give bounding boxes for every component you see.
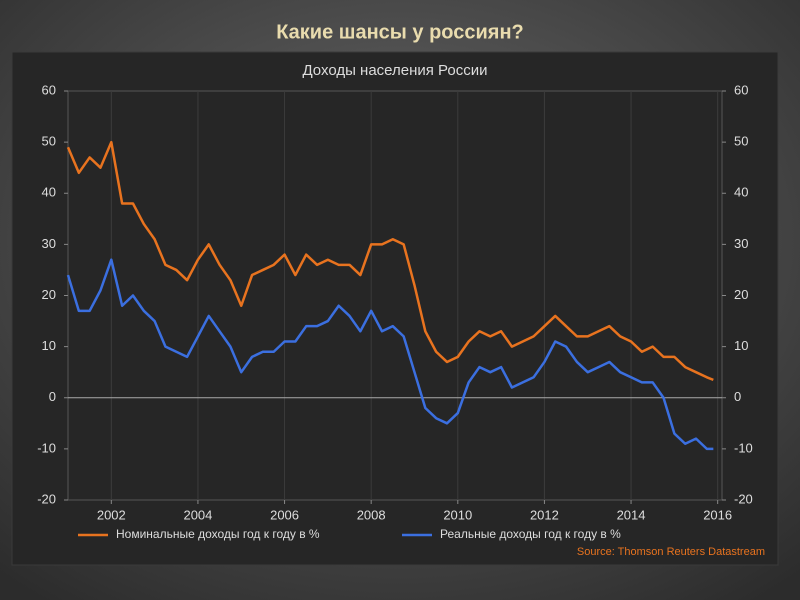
y2-tick-label: -20 — [734, 491, 753, 506]
chart-panel — [11, 51, 779, 566]
source: Source: Thomson Reuters Datastream — [577, 546, 765, 558]
x-tick-label: 2012 — [530, 507, 559, 522]
x-tick-label: 2004 — [183, 507, 212, 522]
y-tick-label: 20 — [42, 287, 56, 302]
y2-tick-label: 60 — [734, 82, 748, 97]
y-tick-label: 0 — [49, 389, 56, 404]
y2-tick-label: 30 — [734, 236, 748, 251]
series-line — [66, 140, 714, 382]
slide-title: Какие шансы у россиян? — [276, 21, 524, 43]
x-tick-label: 2008 — [357, 507, 386, 522]
y-tick-label: 10 — [42, 338, 56, 353]
x-tick-label: 2006 — [270, 507, 299, 522]
y2-tick-label: 10 — [734, 338, 748, 353]
y-tick-label: -20 — [37, 491, 56, 506]
chart-title: Доходы населения России — [302, 62, 487, 79]
x-tick-label: 2016 — [703, 507, 732, 522]
legend-label: Номинальные доходы год к году в % — [116, 527, 320, 541]
y2-tick-label: 40 — [734, 185, 748, 200]
y-tick-label: -10 — [37, 440, 56, 455]
legend-label: Реальные доходы год к году в % — [440, 527, 621, 541]
series-line — [66, 258, 714, 451]
x-tick-label: 2010 — [443, 507, 472, 522]
y-tick-label: 60 — [42, 82, 56, 97]
y2-tick-label: 0 — [734, 389, 741, 404]
x-tick-label: 2014 — [617, 507, 646, 522]
y2-tick-label: 50 — [734, 134, 748, 149]
y2-tick-label: -10 — [734, 440, 753, 455]
y-tick-label: 30 — [42, 236, 56, 251]
y2-tick-label: 20 — [734, 287, 748, 302]
y-tick-label: 40 — [42, 185, 56, 200]
y-tick-label: 50 — [42, 134, 56, 149]
x-tick-label: 2002 — [97, 507, 126, 522]
